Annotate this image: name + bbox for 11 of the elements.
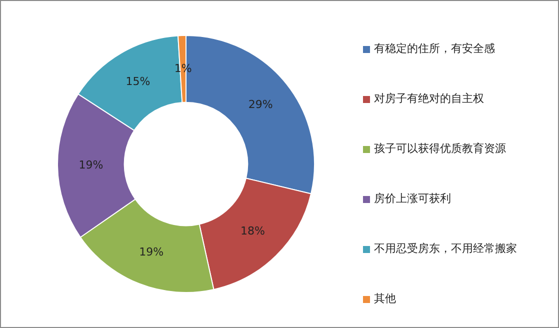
legend-label: 对房子有绝对的自主权 bbox=[374, 91, 484, 107]
data-label: 29% bbox=[248, 98, 273, 111]
data-label: 18% bbox=[240, 224, 265, 238]
legend-label: 其他 bbox=[374, 291, 396, 307]
legend-label: 孩子可以获得优质教育资源 bbox=[374, 141, 506, 157]
legend-label: 有稳定的住所，有安全感 bbox=[374, 41, 495, 57]
data-label: 19% bbox=[139, 245, 164, 258]
legend-label: 房价上涨可获利 bbox=[374, 191, 451, 207]
data-label: 19% bbox=[78, 158, 104, 172]
legend-label: 不用忍受房东，不用经常搬家 bbox=[374, 241, 517, 257]
data-label: 15% bbox=[126, 74, 150, 88]
